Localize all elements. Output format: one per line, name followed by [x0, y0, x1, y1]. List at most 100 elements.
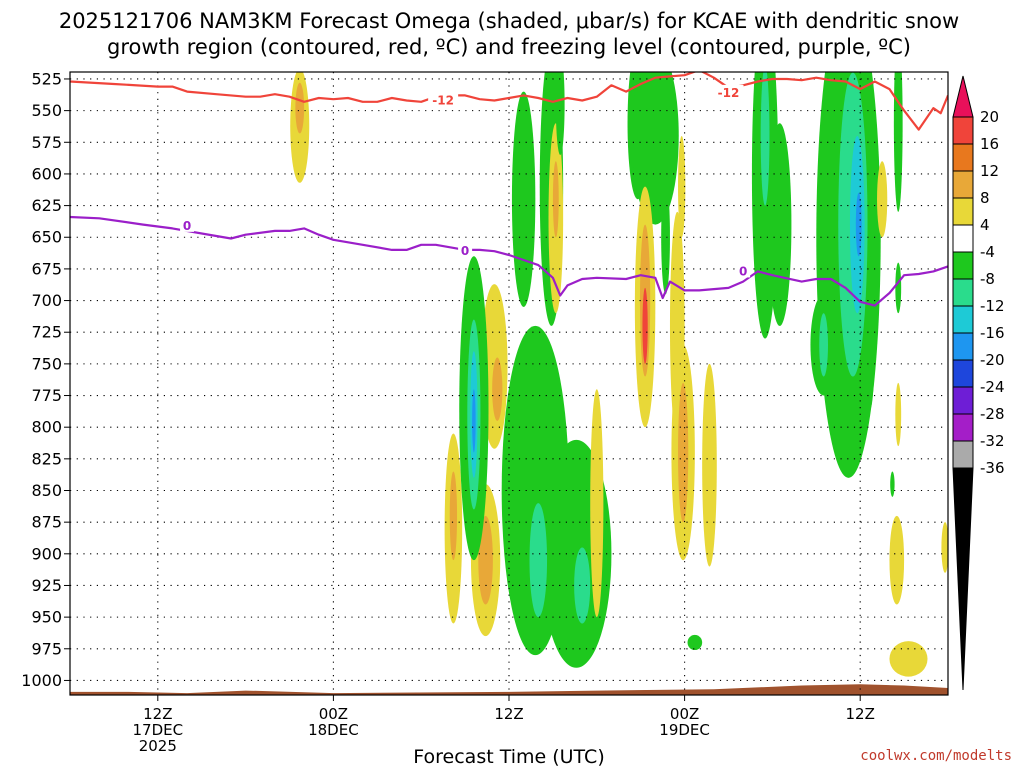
- omega-blob-36: [768, 123, 792, 326]
- omega-blob-44: [877, 161, 888, 238]
- omega-blob-51: [889, 641, 928, 677]
- omega-blob-32: [702, 363, 717, 567]
- colorbar-label-9: -20: [980, 351, 1005, 369]
- xtick-label-3-1: 19DEC: [659, 721, 710, 739]
- chart-title-line1: 2025121706 NAM3KM Forecast Omega (shaded…: [59, 9, 959, 33]
- omega-blob-31: [678, 382, 689, 523]
- omega-blob-47: [895, 382, 902, 447]
- ground-shading: [70, 684, 948, 695]
- ground-layer: [70, 684, 948, 695]
- colorbar-box-7: [952, 278, 974, 307]
- contour-lines: -12 -12 0 0 0: [70, 72, 948, 307]
- contour-label-0-1: -12: [718, 86, 740, 100]
- ytick-label-700: 700: [31, 291, 62, 310]
- omega-blob-23: [631, 72, 679, 225]
- omega-blob-27: [661, 180, 670, 295]
- colorbar-box-3: [952, 170, 974, 199]
- colorbar-label-13: -36: [980, 459, 1005, 477]
- contour-label-1-0: 0: [183, 219, 191, 233]
- omega-blob-16: [574, 547, 591, 624]
- ytick-label-850: 850: [31, 481, 62, 500]
- omega-blob-40: [855, 192, 862, 257]
- colorbar-label-4: 4: [980, 216, 990, 234]
- xtick-label-0-1: 17DEC: [133, 721, 184, 739]
- omega-blob-5: [449, 471, 458, 561]
- colorbar-box-13: [952, 440, 974, 469]
- xtick-label-0-0: 12Z: [143, 705, 172, 723]
- x-axis-label: Forecast Time (UTC): [413, 746, 604, 768]
- omega-blob-43: [866, 256, 875, 409]
- colorbar-label-5: -4: [980, 243, 995, 261]
- contour-line-1: [70, 215, 948, 307]
- ytick-label-775: 775: [31, 386, 62, 405]
- ytick-label-750: 750: [31, 354, 62, 373]
- contour-label-bg-1-1: [458, 243, 473, 258]
- colorbar-box-4: [952, 197, 974, 226]
- colorbar-label-7: -12: [980, 297, 1005, 315]
- omega-blob-7: [478, 515, 493, 605]
- ytick-label-525: 525: [31, 69, 62, 88]
- contour-label-1-2: 0: [739, 264, 747, 278]
- colorbar: 20 16 12 8 4 -4 -8 -12 -16 -20 -24 -28 -32 -36: [952, 75, 1005, 691]
- ytick-label-825: 825: [31, 449, 62, 468]
- omega-blob-49: [889, 515, 905, 605]
- colorbar-label-2: 12: [980, 162, 999, 180]
- ytick-label-575: 575: [31, 133, 62, 152]
- omega-blob-3: [492, 357, 503, 421]
- omega-blob-50: [941, 522, 948, 573]
- colorbar-box-2: [952, 143, 974, 172]
- omega-blob-48: [890, 471, 895, 497]
- omega-blob-19: [552, 161, 559, 238]
- ytick-label-550: 550: [31, 101, 62, 120]
- omega-blob-29: [678, 135, 686, 238]
- omega-blob-33: [687, 634, 703, 651]
- omega-blob-45: [893, 72, 903, 212]
- colorbar-label-12: -32: [980, 432, 1005, 450]
- y-axis-ticks: 525 550 575 600 625 650 675 700 725 750 775 800 825 8…: [21, 69, 70, 690]
- contour-line-0: [70, 72, 948, 131]
- colorbar-box-5: [952, 224, 974, 253]
- ytick-label-1000: 1000: [21, 671, 62, 690]
- xtick-label-0-2: 2025: [139, 737, 177, 755]
- omega-blob-11: [472, 389, 476, 453]
- ytick-label-625: 625: [31, 196, 62, 215]
- contour-label-bg-1-2: [736, 263, 751, 278]
- omega-blob-12: [511, 91, 536, 307]
- colorbar-bottom-arrow: [952, 467, 974, 691]
- colorbar-box-10: [952, 359, 974, 388]
- omega-blob-21: [590, 389, 604, 618]
- xtick-label-3-0: 00Z: [670, 705, 699, 723]
- colorbar-box-11: [952, 386, 974, 415]
- omega-blob-42: [819, 313, 829, 377]
- credit-text: coolwx.com/modelts: [860, 748, 1012, 764]
- ytick-label-800: 800: [31, 418, 62, 437]
- omega-blob-35: [760, 72, 770, 206]
- colorbar-box-9: [952, 332, 974, 361]
- xtick-label-1-0: 00Z: [319, 705, 348, 723]
- omega-blob-20: [555, 72, 565, 155]
- ytick-label-675: 675: [31, 259, 62, 278]
- contour-label-bg-1-0: [180, 217, 195, 232]
- colorbar-box-6: [952, 251, 974, 280]
- ytick-label-925: 925: [31, 576, 62, 595]
- ytick-label-600: 600: [31, 164, 62, 183]
- omega-blob-46: [895, 262, 902, 314]
- omega-blob-26: [642, 287, 648, 364]
- ytick-label-875: 875: [31, 513, 62, 532]
- ytick-label-650: 650: [31, 228, 62, 247]
- colorbar-top-arrow: [952, 75, 974, 118]
- colorbar-label-6: -8: [980, 270, 995, 288]
- colorbar-label-11: -28: [980, 405, 1005, 423]
- chart-title-line2: growth region (contoured, red, ºC) and f…: [107, 35, 911, 59]
- colorbar-box-8: [952, 305, 974, 334]
- contour-label-1-1: 0: [461, 244, 469, 258]
- colorbar-box-12: [952, 413, 974, 442]
- colorbar-label-0: 20: [980, 108, 999, 126]
- colorbar-label-10: -24: [980, 378, 1005, 396]
- xtick-label-4-0: 12Z: [846, 705, 875, 723]
- omega-blob-1: [295, 82, 305, 134]
- xtick-label-2-0: 12Z: [494, 705, 523, 723]
- omega-blob-15: [529, 503, 548, 618]
- contour-label-bg-0-0: [428, 92, 459, 107]
